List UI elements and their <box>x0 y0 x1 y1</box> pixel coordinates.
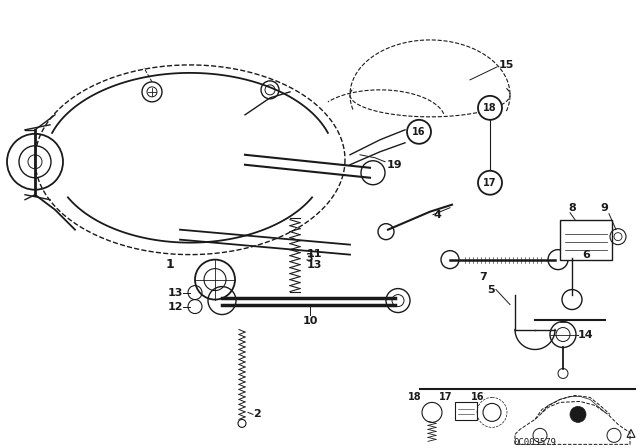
Circle shape <box>478 171 502 195</box>
Text: 17: 17 <box>483 178 497 188</box>
Text: 12: 12 <box>168 302 183 311</box>
Text: 6: 6 <box>582 250 590 260</box>
Text: 7: 7 <box>479 271 487 282</box>
Bar <box>560 220 612 260</box>
Text: 14: 14 <box>578 330 594 340</box>
Text: 9: 9 <box>600 202 608 213</box>
Text: 16: 16 <box>412 127 426 137</box>
Circle shape <box>478 96 502 120</box>
Text: 8: 8 <box>568 202 576 213</box>
Text: 3: 3 <box>305 253 312 263</box>
Bar <box>455 402 477 420</box>
Text: 18: 18 <box>408 392 422 402</box>
Text: 2: 2 <box>253 409 260 419</box>
Text: 5: 5 <box>488 284 495 295</box>
Text: 15: 15 <box>499 60 515 70</box>
Text: 19: 19 <box>387 160 403 170</box>
Text: 18: 18 <box>483 103 497 113</box>
Circle shape <box>407 120 431 144</box>
Circle shape <box>570 406 586 422</box>
Text: 1: 1 <box>166 258 174 271</box>
Text: 4: 4 <box>433 210 441 220</box>
Circle shape <box>533 428 547 442</box>
Text: 0C003579: 0C003579 <box>513 438 557 447</box>
Text: 16: 16 <box>470 392 484 402</box>
Text: 10: 10 <box>302 315 317 326</box>
Circle shape <box>607 428 621 442</box>
Text: 17: 17 <box>438 392 452 402</box>
Text: 13: 13 <box>307 259 323 270</box>
Text: 11: 11 <box>307 249 323 258</box>
Text: 13: 13 <box>168 288 183 297</box>
